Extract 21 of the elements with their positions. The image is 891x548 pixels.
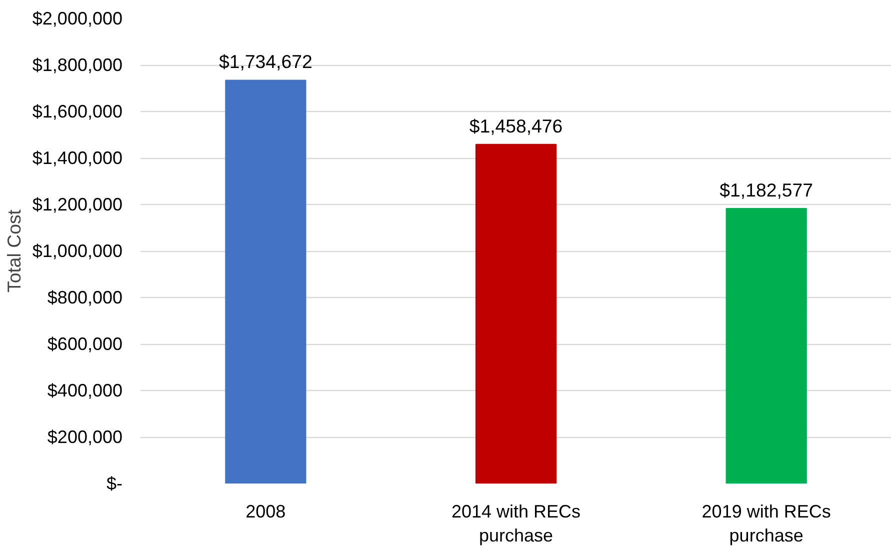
y-tick-label: $1,000,000 (32, 241, 123, 261)
y-axis-title: Total Cost (3, 208, 24, 292)
y-tick-label: $1,200,000 (32, 194, 123, 214)
data-label: $1,182,577 (720, 180, 814, 201)
y-tick-label: $400,000 (47, 380, 122, 400)
y-tick-label: $1,400,000 (32, 148, 123, 168)
bar (225, 80, 306, 484)
x-tick-label: 2008 (246, 502, 286, 522)
y-tick-label: $200,000 (47, 427, 122, 447)
bar (475, 144, 557, 484)
y-tick-label: $- (106, 474, 123, 494)
bar (726, 208, 807, 484)
y-tick-label: $800,000 (47, 288, 122, 308)
y-tick-label: $2,000,000 (32, 8, 123, 28)
data-label: $1,458,476 (469, 115, 563, 136)
x-tick-label: 2014 with RECs purchase (451, 502, 581, 546)
data-label: $1,734,672 (218, 51, 312, 72)
y-tick-label: $600,000 (47, 334, 122, 354)
y-tick-label: $1,800,000 (32, 55, 123, 75)
x-tick-label: 2019 with RECs purchase (702, 502, 831, 546)
y-tick-label: $1,600,000 (32, 102, 123, 122)
